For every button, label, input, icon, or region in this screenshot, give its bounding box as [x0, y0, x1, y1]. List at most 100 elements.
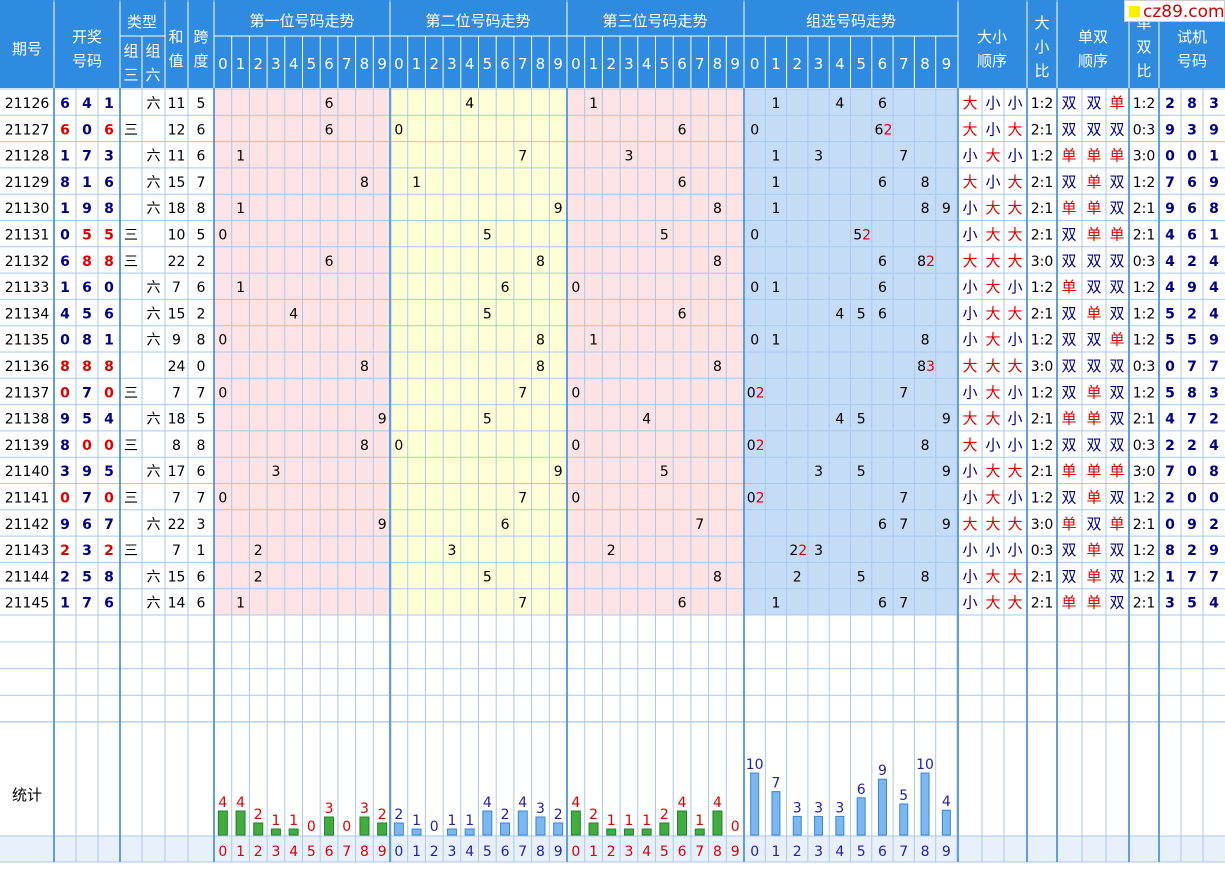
group-mark: 3 [814, 464, 823, 480]
bs-cell: 小 [1007, 541, 1022, 559]
bs-cell: 小 [962, 594, 977, 612]
bs-cell: 大 [1007, 226, 1022, 244]
oe-ratio-cell: 1:2 [1133, 306, 1156, 322]
span-cell: 7 [197, 491, 206, 507]
stat-value-label: 4 [678, 795, 687, 811]
draw-digit: 8 [104, 201, 114, 217]
stat-value-label: 0 [430, 819, 439, 835]
span-cell: 1 [197, 543, 206, 559]
bs-cell: 大 [985, 515, 1000, 533]
header-digit: 8 [536, 55, 546, 73]
group-mark: 6 [878, 280, 887, 296]
draw-digit: 6 [60, 96, 70, 112]
trial-digit: 9 [1209, 122, 1219, 138]
stat-value-label: 4 [236, 795, 245, 811]
bs-cell: 大 [985, 226, 1000, 244]
trial-digit: 0 [1165, 149, 1175, 165]
stat-value-label: 2 [660, 807, 669, 823]
oe-cell: 双 [1086, 436, 1101, 454]
bs-cell: 大 [1007, 357, 1022, 375]
stat-digit-label: 2 [430, 844, 439, 860]
header-type-g6: 组 [145, 42, 160, 60]
group-mark: 7 [899, 149, 908, 165]
stat-value-label: 1 [271, 813, 280, 829]
bs-cell: 小 [1007, 383, 1022, 401]
trial-digit: 4 [1209, 596, 1219, 612]
period-cell: 21138 [5, 412, 50, 428]
stat-value-label: 1 [642, 813, 651, 829]
span-cell: 8 [197, 201, 206, 217]
bs-ratio-cell: 3:0 [1031, 254, 1054, 270]
stat-value-label: 3 [793, 800, 802, 816]
bs-cell: 小 [985, 120, 1000, 138]
span-cell: 7 [197, 385, 206, 401]
draw-digit: 4 [60, 306, 70, 322]
stat-digit-label: 8 [921, 844, 930, 860]
sum-cell: 15 [168, 175, 186, 191]
trend-mark: 6 [678, 596, 687, 612]
draw-digit: 5 [82, 306, 92, 322]
header-bs-order: 顺序 [977, 52, 1007, 70]
header-digit: 1 [236, 55, 246, 73]
bs-cell: 大 [985, 199, 1000, 217]
stat-bar [712, 810, 723, 836]
oe-cell: 单 [1109, 331, 1124, 349]
trial-digit: 6 [1187, 228, 1197, 244]
stat-value-label: 3 [536, 801, 545, 817]
stat-bar [359, 816, 370, 836]
bs-cell: 大 [1007, 199, 1022, 217]
stat-bar [941, 809, 951, 836]
oe-ratio-cell: 1:2 [1133, 333, 1156, 349]
stat-bar [641, 828, 652, 836]
trial-digit: 8 [1165, 543, 1175, 559]
stat-bar [517, 810, 528, 836]
oe-cell: 双 [1061, 567, 1076, 585]
type-g6-cell: 六 [147, 96, 161, 112]
oe-ratio-cell: 2:1 [1133, 412, 1156, 428]
draw-digit: 2 [104, 543, 114, 559]
oe-ratio-cell: 1:2 [1133, 543, 1156, 559]
header-draw: 号码 [72, 52, 102, 70]
bs-ratio-cell: 2:1 [1031, 122, 1054, 138]
stat-digit-label: 5 [660, 844, 669, 860]
sum-cell: 15 [168, 306, 186, 322]
trend-mark: 8 [713, 201, 722, 217]
header-digit: 5 [660, 55, 670, 73]
trend-mark: 0 [571, 385, 580, 401]
period-cell: 21136 [5, 359, 50, 375]
stat-bar [217, 810, 228, 836]
draw-digit: 5 [104, 464, 114, 480]
group-mark: 6 [878, 175, 887, 191]
trend-mark: 2 [607, 543, 616, 559]
oe-cell: 双 [1109, 278, 1124, 296]
group-mark: 3 [814, 149, 823, 165]
trend-mark: 6 [325, 96, 334, 112]
header-type-g6: 六 [145, 66, 160, 84]
draw-digit: 9 [82, 464, 92, 480]
bs-ratio-cell: 3:0 [1031, 359, 1054, 375]
trial-digit: 7 [1187, 569, 1197, 585]
stat-bar [877, 778, 887, 836]
period-cell: 21135 [5, 333, 50, 349]
period-cell: 21134 [5, 306, 50, 322]
watermark-text: cz89.com [1143, 2, 1225, 22]
header-digit: 3 [814, 55, 824, 73]
group-mark: 5 [857, 569, 866, 585]
header-digit: 9 [730, 55, 740, 73]
bs-cell: 大 [962, 252, 977, 270]
trend-mark: 5 [483, 306, 492, 322]
group-mark-count: 2 [756, 385, 765, 401]
trend-mark: 0 [218, 385, 227, 401]
stat-value-label: 3 [835, 800, 844, 816]
draw-digit: 0 [60, 491, 70, 507]
trial-digit: 2 [1187, 438, 1197, 454]
group-mark: 0 [747, 438, 756, 454]
bs-cell: 大 [985, 567, 1000, 585]
sum-cell: 10 [168, 228, 186, 244]
trend-mark: 9 [554, 464, 563, 480]
draw-digit: 8 [60, 175, 70, 191]
sum-cell: 7 [172, 385, 181, 401]
stat-digit-label: 7 [899, 844, 908, 860]
draw-digit: 4 [82, 96, 92, 112]
stat-bar [771, 791, 781, 836]
